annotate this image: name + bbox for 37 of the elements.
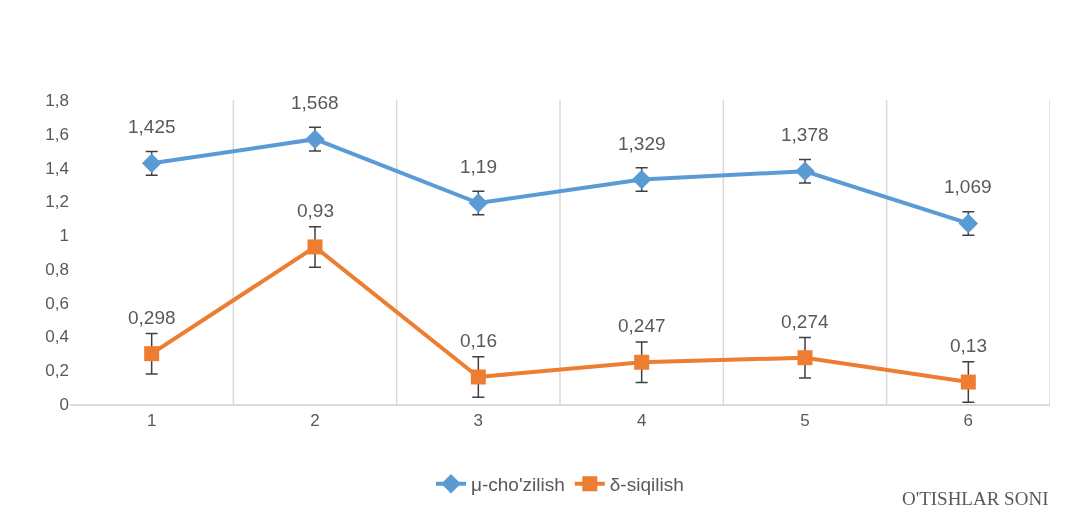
data-label: 0,93 [297,200,334,221]
data-label: 1,19 [460,156,497,177]
x-tick-label: 6 [963,411,974,431]
x-tick-label: 5 [800,411,810,431]
point [307,239,323,255]
point [797,350,813,366]
data-label: 0,274 [781,311,829,332]
x-tick-label: 4 [636,411,647,431]
data-label: 1,425 [128,116,176,137]
x-tick-label: 2 [310,411,320,431]
y-tick-label: 0,4 [45,327,69,347]
y-tick-label: 1,2 [45,192,69,212]
y-tick-label: 0 [59,394,69,414]
data-label: 0,16 [460,330,497,351]
data-label: 0,298 [128,307,176,328]
y-tick-label: 1,8 [45,90,69,110]
y-tick-label: 0,6 [45,293,69,313]
point [470,369,486,385]
x-tick-label: 3 [473,411,484,431]
data-label: 0,13 [950,335,987,356]
y-tick-label: 1,4 [45,158,69,178]
x-tick-label: 1 [146,411,157,431]
data-label: 1,568 [291,92,339,113]
x-axis-title: O'TISHLAR SONI [902,488,1049,509]
data-label: 1,329 [618,133,666,154]
point [634,354,650,370]
y-tick-label: 0,2 [45,361,69,381]
legend-label: μ-cho'zilish [471,474,565,496]
data-label: 1,378 [781,124,829,145]
data-label: 0,247 [618,315,666,336]
legend-label: δ-siqilish [609,474,684,496]
y-tick-label: 1 [59,226,69,246]
data-label: 1,069 [944,176,992,197]
y-tick-label: 1,6 [45,124,69,144]
point [960,374,976,390]
point [144,346,160,362]
y-tick-label: 0,8 [45,259,69,279]
